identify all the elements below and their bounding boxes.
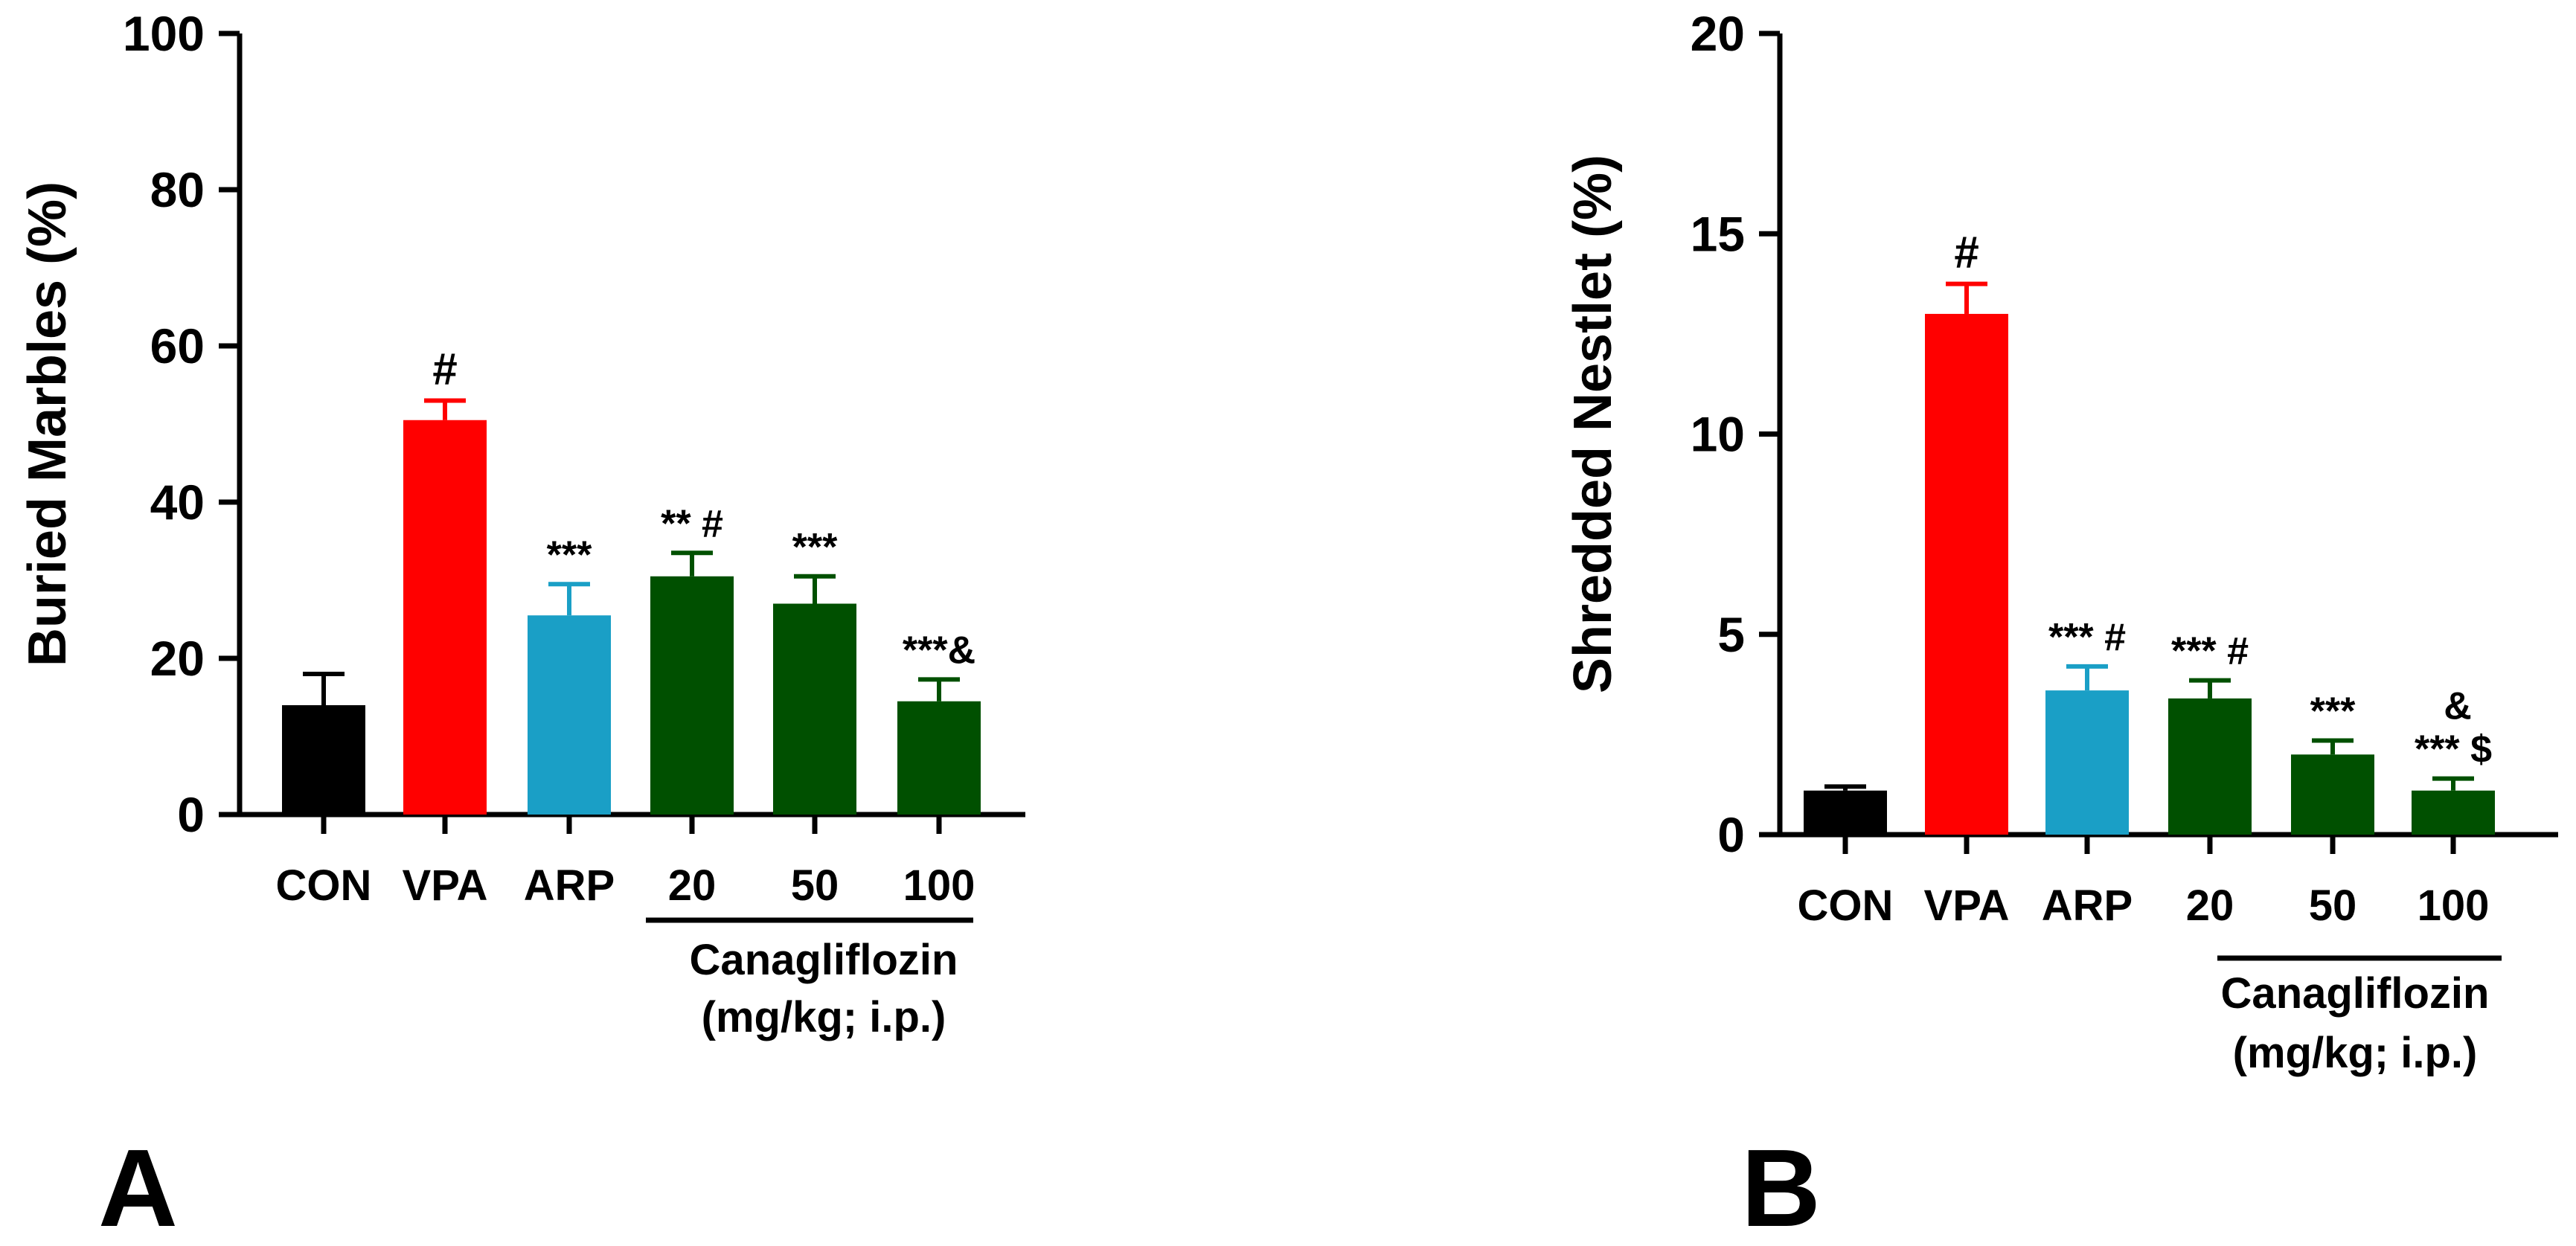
panel-a-y-axis-title: Buried Marbles (%): [18, 182, 77, 667]
panel-b-x-tick-label: 100: [2418, 881, 2490, 930]
panel-b-x-tick-label: 20: [2186, 881, 2234, 930]
panel-a-x-tick-label: 50: [791, 861, 839, 910]
panel-b-significance-label: *** #: [2171, 630, 2249, 673]
panel-a-significance-label: ***: [547, 533, 592, 577]
panel-b-significance-label: ***: [2310, 690, 2356, 733]
panel-b-bar-arp: [2045, 690, 2129, 835]
panel-b-bar-con: [1804, 790, 1887, 835]
panel-a-group-label: Canagliflozin: [690, 936, 958, 984]
panel-a-x-tick-label: ARP: [524, 861, 615, 910]
panel-b-group-label: Canagliflozin: [2221, 969, 2490, 1018]
panel-a-bar-20: [650, 576, 734, 815]
panel-b-bar-20: [2168, 698, 2252, 835]
panel-a-x-tick-label: VPA: [403, 861, 488, 910]
panel-b-letter: B: [1741, 1127, 1821, 1246]
panel-a-x-tick-label: 20: [668, 861, 717, 910]
panel-b-y-tick-label: 5: [1717, 607, 1745, 662]
panel-a-bar-vpa: [403, 420, 487, 815]
panel-a-x-tick-label: CON: [276, 861, 372, 910]
panel-b-y-tick-label: 20: [1691, 6, 1745, 61]
panel-a-bar-100: [897, 701, 981, 815]
panel-a-y-tick-label: 100: [123, 6, 205, 61]
panel-a-group-label: (mg/kg; i.p.): [702, 993, 946, 1041]
panel-a-y-tick-label: 80: [150, 162, 205, 217]
panel-b-bar-100: [2412, 790, 2495, 835]
panel-a-bar-arp: [528, 615, 611, 815]
panel-a-significance-label: ***: [792, 526, 838, 569]
panel-a-y-tick-label: 20: [150, 631, 205, 686]
panel-a-y-tick-label: 60: [150, 318, 205, 373]
panel-b-y-tick-label: 10: [1691, 407, 1745, 462]
panel-a-letter: A: [98, 1127, 178, 1246]
panel-a-y-tick-label: 0: [177, 787, 205, 842]
panel-b-x-tick-label: CON: [1798, 881, 1894, 930]
panel-b-bar-50: [2291, 754, 2374, 835]
panel-b-chart: 0 5 10 15 20 Shredded Nestlet (%) CON VPA # ARP **…: [1563, 6, 2558, 1246]
panel-b-y-tick-label: 15: [1691, 206, 1745, 261]
panel-a-significance-label: ** #: [661, 502, 723, 545]
panel-a-bar-con: [282, 705, 365, 815]
panel-b-significance-label: #: [1954, 228, 1979, 277]
panel-b-x-tick-label: VPA: [1924, 881, 2010, 930]
panel-a-significance-label: ***&: [903, 629, 975, 672]
panel-a-y-tick-label: 40: [150, 475, 205, 530]
panel-b-x-tick-label: 50: [2309, 881, 2357, 930]
panel-b-significance-label: *** #: [2048, 616, 2126, 659]
panel-b-x-tick-label: ARP: [2042, 881, 2133, 930]
panel-a-significance-label: #: [432, 344, 457, 394]
panel-a-x-tick-label: 100: [903, 861, 975, 910]
panel-b-bar-vpa: [1925, 313, 2008, 835]
panel-b-extra-significance-label: &: [2444, 685, 2472, 728]
panel-a-chart: 0 20 40 60 80 100 Buried Marbles (%) CON VPA # ARP…: [18, 6, 1025, 1246]
panel-b-group-label: (mg/kg; i.p.): [2233, 1029, 2478, 1077]
panel-b-y-axis-title: Shredded Nestlet (%): [1563, 155, 1623, 693]
panel-b-significance-label: *** $: [2415, 728, 2492, 771]
panel-a-bar-50: [773, 603, 856, 815]
panel-b-y-tick-label: 0: [1717, 807, 1745, 862]
